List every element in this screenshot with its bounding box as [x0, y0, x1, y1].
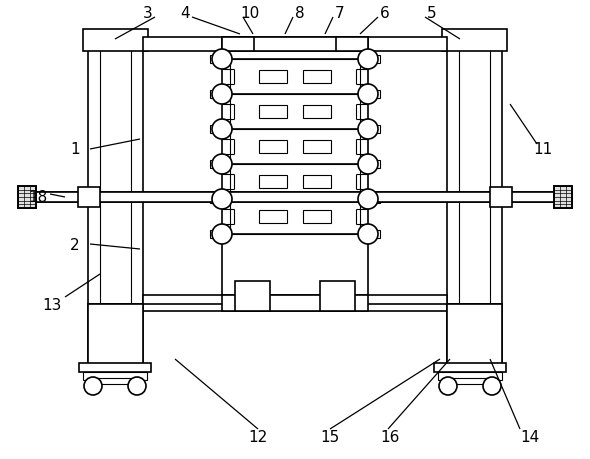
Bar: [230, 200, 360, 235]
Bar: [230, 130, 360, 165]
Text: 12: 12: [248, 430, 268, 444]
Bar: [78, 188, 100, 207]
Bar: [88, 304, 143, 369]
Bar: [259, 175, 287, 189]
Bar: [259, 140, 287, 154]
Bar: [222, 38, 254, 52]
Bar: [230, 95, 360, 130]
Bar: [259, 210, 287, 224]
Bar: [210, 196, 222, 203]
Text: 6: 6: [380, 6, 390, 21]
Circle shape: [212, 224, 232, 245]
Bar: [210, 56, 222, 64]
Bar: [554, 187, 572, 208]
Text: 4: 4: [180, 6, 190, 21]
Circle shape: [439, 377, 457, 395]
Bar: [438, 372, 502, 380]
Bar: [210, 126, 222, 134]
Bar: [303, 140, 331, 154]
Bar: [143, 38, 447, 52]
Circle shape: [358, 190, 378, 210]
Bar: [235, 281, 270, 311]
Bar: [368, 230, 380, 239]
Bar: [222, 38, 368, 52]
Bar: [83, 372, 147, 380]
Text: 5: 5: [427, 6, 437, 21]
Circle shape: [358, 224, 378, 245]
Bar: [230, 60, 360, 95]
Bar: [554, 187, 572, 208]
Circle shape: [358, 155, 378, 174]
Circle shape: [358, 120, 378, 140]
Text: 18: 18: [28, 190, 48, 205]
Circle shape: [483, 377, 501, 395]
Text: 15: 15: [320, 430, 340, 444]
Bar: [79, 363, 151, 372]
Bar: [83, 30, 148, 52]
Text: 3: 3: [143, 6, 153, 21]
Text: 10: 10: [240, 6, 260, 21]
Bar: [447, 45, 502, 304]
Bar: [444, 378, 496, 384]
Bar: [447, 304, 502, 369]
Circle shape: [84, 377, 102, 395]
Text: 7: 7: [335, 6, 345, 21]
Bar: [368, 161, 380, 168]
Bar: [368, 56, 380, 64]
Bar: [210, 91, 222, 99]
Text: 14: 14: [520, 430, 540, 444]
Bar: [303, 175, 331, 189]
Bar: [336, 38, 368, 52]
Bar: [490, 188, 512, 207]
Bar: [442, 30, 507, 52]
Circle shape: [358, 50, 378, 70]
Bar: [259, 71, 287, 84]
Bar: [230, 165, 360, 200]
Text: 16: 16: [381, 430, 399, 444]
Text: 8: 8: [295, 6, 305, 21]
Bar: [210, 161, 222, 168]
Circle shape: [212, 190, 232, 210]
Bar: [222, 295, 368, 311]
Bar: [143, 295, 447, 311]
Bar: [434, 363, 506, 372]
Circle shape: [212, 120, 232, 140]
Circle shape: [212, 155, 232, 174]
Bar: [18, 187, 36, 208]
Text: 11: 11: [533, 142, 553, 157]
Circle shape: [128, 377, 146, 395]
Bar: [88, 45, 143, 304]
Circle shape: [358, 85, 378, 105]
Bar: [368, 91, 380, 99]
Bar: [447, 304, 502, 369]
Bar: [303, 210, 331, 224]
Bar: [368, 196, 380, 203]
Circle shape: [212, 85, 232, 105]
Circle shape: [212, 50, 232, 70]
Bar: [89, 378, 141, 384]
Bar: [210, 230, 222, 239]
Bar: [18, 187, 36, 208]
Text: 2: 2: [70, 237, 80, 252]
Bar: [259, 106, 287, 119]
Bar: [303, 106, 331, 119]
Bar: [88, 304, 143, 369]
Bar: [320, 281, 355, 311]
Text: 1: 1: [70, 142, 80, 157]
Bar: [30, 193, 560, 202]
Text: 13: 13: [42, 297, 62, 312]
Bar: [303, 71, 331, 84]
Bar: [368, 126, 380, 134]
